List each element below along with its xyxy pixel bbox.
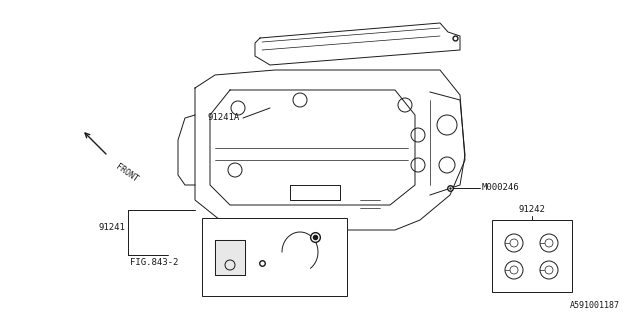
Bar	[492, 220, 572, 292]
Polygon shape	[255, 23, 460, 65]
Polygon shape	[195, 70, 465, 230]
Text: 91242: 91242	[518, 205, 545, 214]
Polygon shape	[210, 90, 415, 205]
Text: FIG.843-2: FIG.843-2	[130, 258, 179, 267]
Bar	[202, 218, 347, 296]
Text: 91241A: 91241A	[208, 114, 240, 123]
Polygon shape	[215, 240, 245, 275]
Text: FRONT: FRONT	[114, 162, 140, 184]
Text: A591001187: A591001187	[570, 301, 620, 310]
Text: 91241: 91241	[98, 223, 125, 233]
Polygon shape	[178, 115, 195, 185]
Text: M000246: M000246	[482, 183, 520, 193]
